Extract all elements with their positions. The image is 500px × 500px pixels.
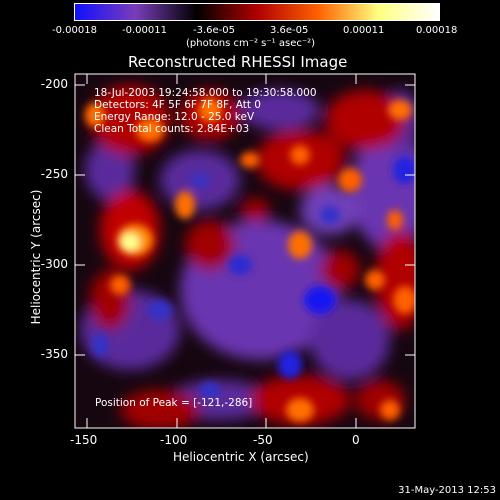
peak-position-label: Position of Peak = [-121,-286] [95, 397, 253, 409]
axis-ticks [75, 74, 415, 428]
colorbar-tick-label: 0.00018 [416, 25, 458, 36]
colorbar-units-label: (photons cm⁻² s⁻¹ asec⁻²) [186, 38, 316, 49]
y-tick-label: -350 [40, 347, 68, 361]
clean-counts-label: Clean Total counts: 2.84E+03 [94, 123, 250, 135]
x-axis-label: Heliocentric X (arcsec) [173, 450, 309, 464]
x-tick-label: -50 [253, 433, 273, 447]
y-axis-label: Heliocentric Y (arcsec) [29, 189, 43, 325]
x-tick-label: -100 [160, 433, 188, 447]
colorbar-tick-label: -0.00011 [122, 25, 167, 36]
energy-range-label: Energy Range: 12.0 - 25.0 keV [94, 111, 255, 123]
colorbar [74, 3, 440, 21]
time-range-label: 18-Jul-2003 19:24:58.000 to 19:30:58.000 [94, 87, 317, 99]
colorbar-tick-label: -3.6e-05 [193, 25, 235, 36]
colorbar-tick-label: -0.00018 [52, 25, 97, 36]
y-tick-label: -250 [40, 167, 68, 181]
image-title: Reconstructed RHESSI Image [128, 53, 348, 71]
intensity-map [75, 74, 415, 428]
colorbar-tick-label: 3.6e-05 [270, 25, 309, 36]
y-tick-label: -300 [40, 257, 68, 271]
x-tick-label: -150 [70, 433, 98, 447]
y-tick-label: -200 [40, 77, 68, 91]
plot-frame [74, 73, 416, 429]
x-tick-label: 0 [352, 433, 360, 447]
colorbar-tick-label: 0.00011 [343, 25, 385, 36]
detectors-label: Detectors: 4F 5F 6F 7F 8F, Att 0 [94, 99, 261, 111]
footer-timestamp: 31-May-2013 12:53 [398, 485, 496, 496]
